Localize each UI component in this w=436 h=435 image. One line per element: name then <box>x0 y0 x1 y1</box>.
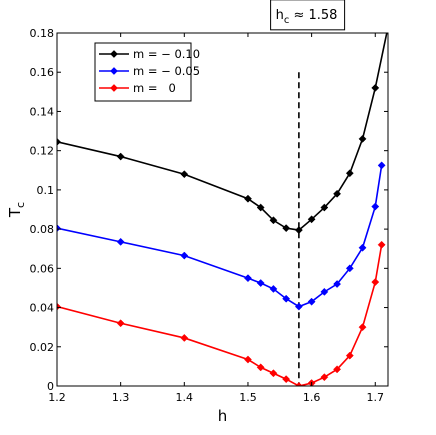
data-point <box>294 226 303 235</box>
data-point <box>371 278 380 287</box>
data-point <box>116 319 125 328</box>
data-point <box>377 240 386 249</box>
data-point <box>320 203 329 212</box>
data-point <box>371 202 380 211</box>
data-point <box>333 189 342 198</box>
data-point <box>180 251 189 260</box>
data-point <box>307 297 316 306</box>
data-point <box>269 369 278 378</box>
series-line <box>57 244 383 386</box>
x-tick-label: 1.7 <box>367 391 385 404</box>
y-tick-label: 0.08 <box>30 223 55 236</box>
data-point <box>345 169 354 178</box>
data-point <box>294 382 303 386</box>
y-axis-title-main: T <box>6 207 24 218</box>
data-point <box>244 194 252 203</box>
data-point <box>57 137 61 146</box>
y-axis-title: Tc <box>6 202 27 218</box>
data-point <box>345 351 354 360</box>
data-point <box>244 274 252 283</box>
data-point <box>320 373 329 382</box>
hc-label: hc ≈ 1.58 <box>276 8 338 26</box>
data-point <box>282 224 291 233</box>
data-point <box>269 284 278 293</box>
data-point <box>282 294 291 303</box>
data-point <box>57 224 61 233</box>
data-point <box>256 363 265 372</box>
legend-marker <box>110 84 118 92</box>
x-tick-label: 1.4 <box>176 391 194 404</box>
y-tick-label: 0.04 <box>30 302 55 315</box>
y-tick-label: 0 <box>47 380 54 393</box>
y-axis-title-subscript: c <box>14 202 27 208</box>
x-tick-label: 1.2 <box>48 391 66 404</box>
series-2 <box>57 240 386 386</box>
y-tick-label: 0.1 <box>37 184 55 197</box>
y-tick-label: 0.02 <box>30 341 55 354</box>
hc-label-main: h <box>276 8 284 23</box>
legend-label: m = − 0.10 <box>133 47 200 61</box>
data-point <box>57 302 61 311</box>
data-point <box>269 216 278 225</box>
hc-label-value: ≈ 1.58 <box>289 8 337 23</box>
legend: m = − 0.10 m = − 0.05 m = 0 <box>94 42 200 102</box>
data-point <box>256 203 265 212</box>
series-0 <box>57 24 391 235</box>
data-point <box>358 323 367 332</box>
hc-label-box <box>270 0 346 31</box>
axis-ticks: 1.2 1.3 1.4 1.5 1.6 1.7 0 0.02 0.04 0.06 0.08 0.1 0.… <box>30 27 388 404</box>
x-tick-label: 1.3 <box>112 391 130 404</box>
legend-marker <box>110 67 118 75</box>
data-point <box>307 215 316 224</box>
data-point <box>358 243 367 252</box>
legend-marker <box>110 50 118 58</box>
data-point <box>244 355 252 364</box>
y-tick-label: 0.06 <box>30 262 55 275</box>
axes-frame <box>56 32 389 387</box>
data-point <box>116 237 125 246</box>
legend-label: m = − 0.05 <box>133 64 200 78</box>
data-point <box>320 287 329 296</box>
x-tick-label: 1.5 <box>239 391 257 404</box>
series-line <box>57 165 383 308</box>
legend-box <box>94 42 192 102</box>
data-point <box>180 170 189 179</box>
hc-label-subscript: c <box>284 15 290 26</box>
legend-label: m = 0 <box>133 81 176 95</box>
data-point <box>282 375 291 384</box>
data-point <box>345 264 354 273</box>
x-axis-title: h <box>218 407 228 425</box>
y-tick-label: 0.18 <box>30 27 55 40</box>
data-point <box>371 83 380 92</box>
series-1 <box>57 161 386 311</box>
plot-content <box>57 24 391 386</box>
data-point <box>333 280 342 288</box>
data-point <box>180 333 189 342</box>
hc-annotation: hc ≈ 1.58 <box>270 0 346 31</box>
data-point <box>384 24 391 31</box>
y-tick-label: 0.16 <box>30 66 55 79</box>
data-point <box>116 152 125 161</box>
y-tick-label: 0.12 <box>30 145 55 158</box>
data-point <box>294 302 303 311</box>
y-tick-label: 0.14 <box>30 105 55 118</box>
data-point <box>256 279 265 287</box>
data-point <box>333 365 342 374</box>
data-point <box>358 134 367 143</box>
data-point <box>377 161 386 170</box>
x-tick-label: 1.6 <box>303 391 321 404</box>
